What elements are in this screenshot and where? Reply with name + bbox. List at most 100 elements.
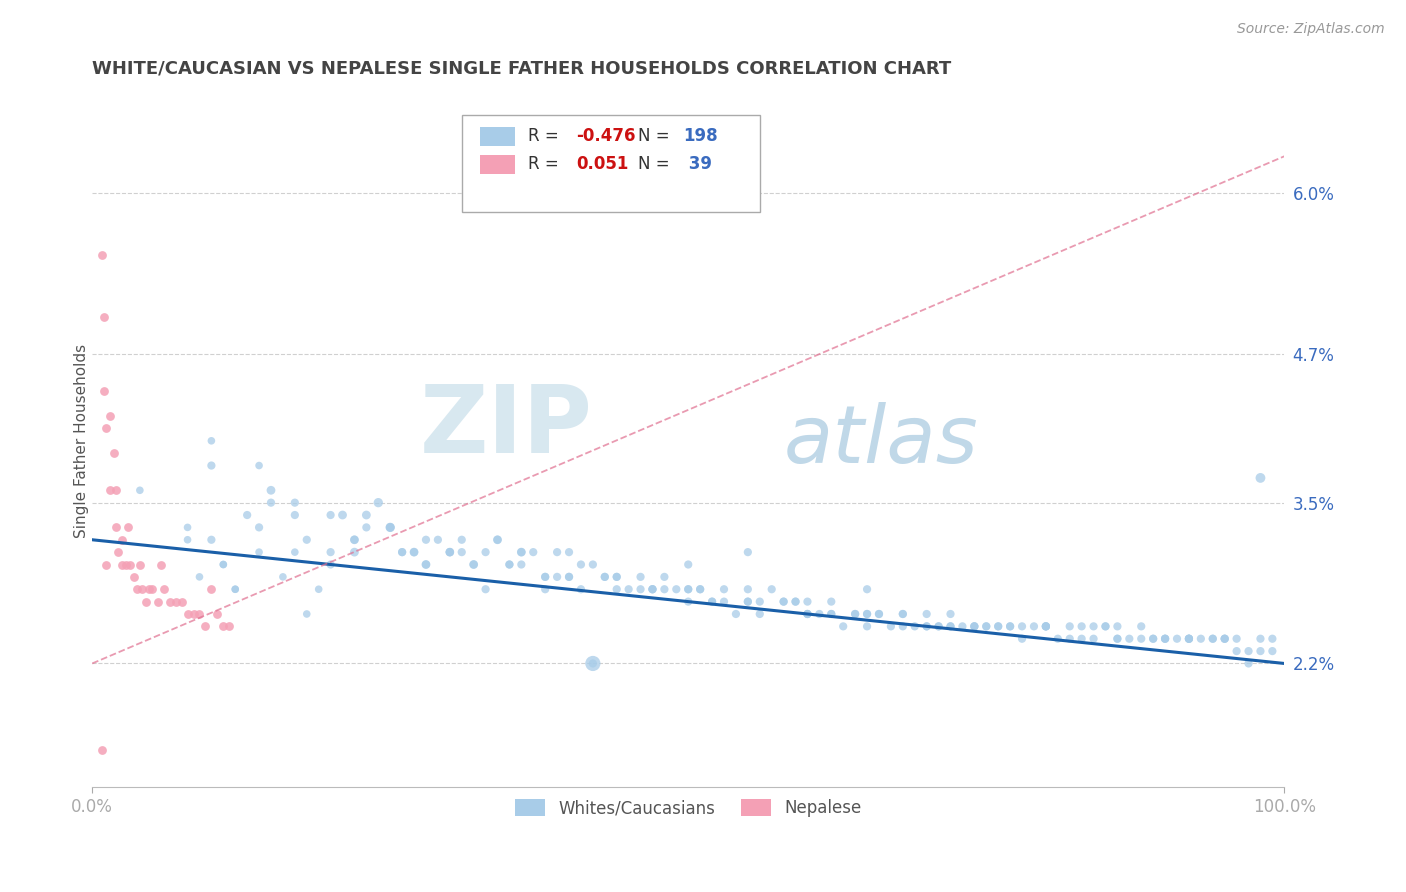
Point (1070, 632, 1092, 646)
Point (1035, 619, 1057, 633)
Point (439, 545, 461, 559)
Point (689, 582, 711, 597)
Point (1142, 632, 1164, 646)
Point (474, 582, 496, 597)
Point (1046, 632, 1069, 646)
Point (630, 570, 652, 584)
Bar (461, 115, 759, 212)
Point (1178, 632, 1201, 646)
Point (737, 594, 759, 608)
Point (641, 582, 664, 597)
Point (665, 582, 688, 597)
Point (96, 558, 118, 572)
Point (415, 558, 437, 572)
Point (200, 434, 222, 448)
Point (415, 533, 437, 547)
Point (450, 545, 472, 559)
Point (1035, 619, 1057, 633)
Point (1189, 632, 1212, 646)
Point (748, 594, 770, 608)
Text: R =: R = (529, 127, 564, 145)
Point (284, 508, 307, 522)
Point (93, 384, 115, 399)
Point (928, 619, 950, 633)
Point (1249, 471, 1271, 485)
Point (796, 607, 818, 621)
Text: 39: 39 (683, 154, 713, 173)
Point (832, 619, 855, 633)
Point (1083, 619, 1105, 633)
Point (138, 582, 160, 597)
Point (998, 619, 1021, 633)
Point (486, 533, 509, 547)
Point (141, 582, 163, 597)
Point (534, 570, 557, 584)
Point (146, 594, 169, 608)
Point (367, 496, 389, 510)
Point (1249, 632, 1271, 646)
Point (188, 570, 211, 584)
Point (939, 607, 962, 621)
Point (474, 545, 496, 559)
Point (689, 582, 711, 597)
Point (820, 607, 842, 621)
Text: 198: 198 (683, 127, 718, 145)
Point (90, 743, 112, 757)
Point (630, 582, 652, 597)
Text: atlas: atlas (783, 401, 979, 480)
Point (159, 594, 181, 608)
Point (534, 570, 557, 584)
Point (224, 582, 246, 597)
Point (1094, 619, 1116, 633)
Point (582, 558, 605, 572)
Point (856, 607, 879, 621)
Point (678, 558, 700, 572)
Point (761, 582, 783, 597)
Point (402, 545, 425, 559)
Point (915, 619, 938, 633)
Text: 0.051: 0.051 (576, 154, 628, 173)
Point (439, 545, 461, 559)
Point (522, 545, 544, 559)
Point (1107, 619, 1129, 633)
Text: R =: R = (529, 154, 564, 173)
Point (1083, 632, 1105, 646)
Point (114, 558, 136, 572)
Point (748, 607, 770, 621)
Point (1166, 632, 1188, 646)
Point (1213, 632, 1236, 646)
Point (1226, 644, 1249, 658)
Point (891, 607, 914, 621)
Point (426, 533, 449, 547)
Point (606, 570, 628, 584)
Point (534, 582, 557, 597)
Point (128, 483, 150, 498)
Point (963, 619, 986, 633)
Point (617, 582, 640, 597)
Point (654, 570, 676, 584)
Point (737, 582, 759, 597)
Point (856, 619, 879, 633)
Point (952, 619, 974, 633)
Point (1035, 619, 1057, 633)
Point (678, 582, 700, 597)
Point (188, 607, 211, 621)
Point (332, 508, 354, 522)
Point (391, 545, 413, 559)
Text: N =: N = (638, 127, 675, 145)
Point (1022, 619, 1045, 633)
Point (987, 619, 1010, 633)
Point (120, 558, 142, 572)
Point (510, 545, 533, 559)
Point (904, 619, 927, 633)
Point (558, 545, 581, 559)
Point (678, 582, 700, 597)
Point (128, 558, 150, 572)
Point (868, 607, 890, 621)
Point (98, 409, 121, 423)
Point (212, 619, 235, 633)
Point (998, 619, 1021, 633)
Point (122, 570, 145, 584)
Point (247, 545, 270, 559)
Point (963, 619, 986, 633)
